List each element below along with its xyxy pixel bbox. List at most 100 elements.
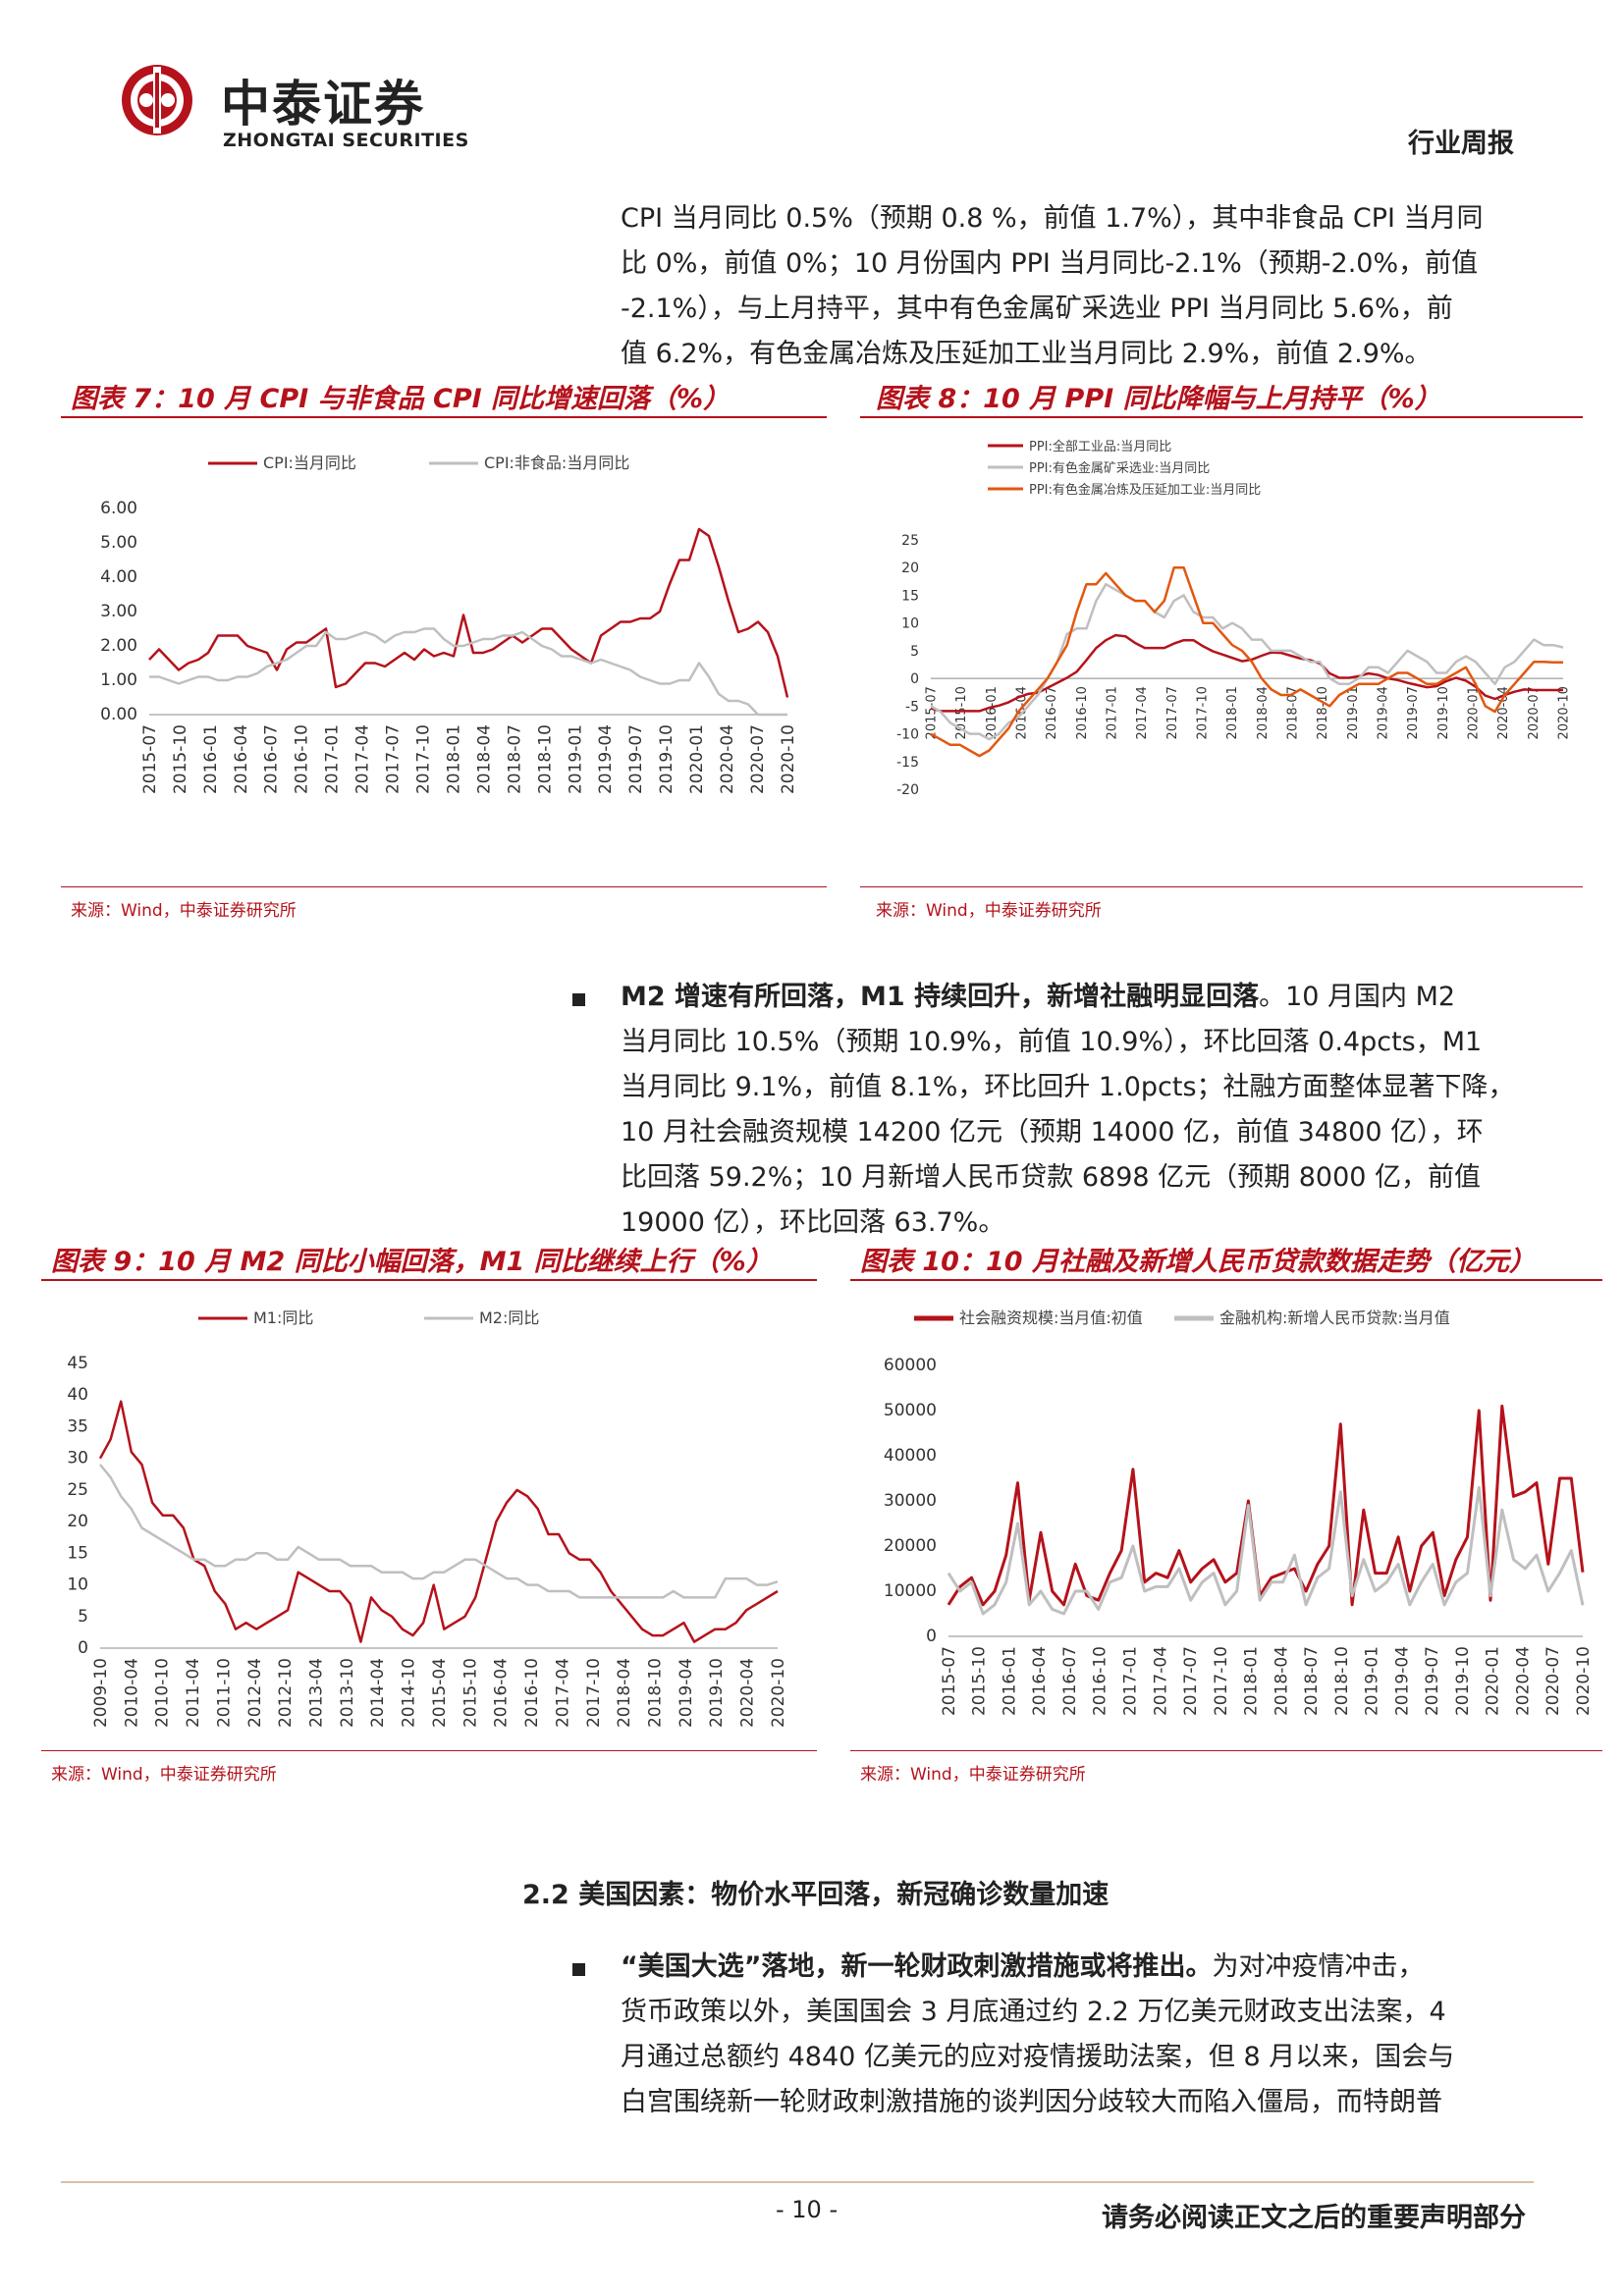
x-tick-label: 2010-10	[153, 1658, 173, 1728]
x-tick-label: 2016-10	[522, 1658, 542, 1728]
y-tick-label: 35	[67, 1416, 88, 1436]
y-tick-label: 30	[67, 1449, 88, 1468]
y-tick-label: -15	[896, 755, 919, 771]
x-tick-label: 2020-10	[779, 724, 798, 794]
para-line: 当月同比 10.5%（预期 10.9%，前值 10.9%），环比回落 0.4pc…	[621, 1027, 1483, 1057]
x-tick-label: 2019-10	[1436, 686, 1451, 739]
x-tick-label: 2017-04	[1135, 686, 1150, 739]
brand-en: ZHONGTAI SECURITIES	[223, 130, 469, 151]
x-tick-label: 2015-10	[970, 1646, 990, 1716]
x-tick-label: 2017-01	[1106, 686, 1120, 739]
para-line: 月通过总额约 4840 亿美元的应对疫情援助法案，但 8 月以来，国会与	[621, 2042, 1455, 2072]
x-tick-label: 2020-07	[1527, 686, 1542, 739]
x-tick-label: 2019-04	[596, 724, 616, 794]
fig7-top-rule	[61, 416, 827, 418]
fig8-source: 来源：Wind，中泰证券研究所	[876, 901, 1102, 921]
x-tick-label: 2017-01	[323, 724, 343, 794]
x-tick-label: 2018-07	[505, 724, 524, 794]
x-tick-label: 2017-10	[1212, 1646, 1231, 1716]
x-tick-label: 2018-10	[1332, 1646, 1352, 1716]
y-tick-label: 5	[78, 1607, 88, 1627]
legend-label: PPI:有色金属冶炼及压延加工业:当月同比	[1029, 482, 1261, 498]
fig7-source: 来源：Wind，中泰证券研究所	[71, 901, 297, 921]
x-tick-label: 2019-01	[566, 724, 585, 794]
x-tick-label: 2016-07	[262, 724, 282, 794]
x-tick-label: 2015-04	[430, 1658, 450, 1728]
x-tick-label: 2018-04	[615, 1658, 634, 1728]
para-line: 比 0%，前值 0%；10 月份国内 PPI 当月同比-2.1%（预期-2.0%…	[621, 248, 1479, 279]
fig8-top-rule	[860, 416, 1583, 418]
para-line: 19000 亿），环比回落 63.7%。	[621, 1207, 1005, 1238]
x-tick-label: 2020-01	[687, 724, 707, 794]
y-tick-label: 25	[67, 1480, 88, 1500]
x-tick-label: 2019-04	[1377, 686, 1391, 739]
brand-cn: 中泰证券	[221, 76, 425, 133]
legend-label: M2:同比	[479, 1308, 539, 1327]
x-tick-label: 2014-04	[368, 1658, 388, 1728]
x-tick-label: 2018-01	[1225, 686, 1240, 739]
y-tick-label: 1.00	[100, 670, 137, 690]
y-tick-label: 20000	[884, 1536, 937, 1556]
y-tick-label: -20	[896, 782, 919, 798]
x-tick-label: 2019-10	[657, 724, 677, 794]
para-line: CPI 当月同比 0.5%（预期 0.8 %，前值 1.7%），其中非食品 CP…	[621, 203, 1484, 234]
x-tick-label: 2019-07	[626, 724, 646, 794]
fig9-bottom-rule	[41, 1750, 817, 1751]
legend-label: PPI:全部工业品:当月同比	[1029, 439, 1171, 454]
y-tick-label: 15	[67, 1543, 88, 1563]
y-tick-label: 50000	[884, 1401, 937, 1420]
y-tick-label: -10	[896, 727, 919, 743]
x-tick-label: 2018-10	[1316, 686, 1330, 739]
x-tick-label: 2019-10	[707, 1658, 727, 1728]
x-tick-label: 2016-04	[232, 724, 251, 794]
x-tick-label: 2011-04	[184, 1658, 203, 1728]
x-tick-label: 2013-04	[306, 1658, 326, 1728]
x-tick-label: 2019-07	[1423, 1646, 1442, 1716]
y-tick-label: -5	[905, 699, 919, 715]
series-line	[947, 1404, 1585, 1607]
x-tick-label: 2017-07	[1165, 686, 1180, 739]
fig9-top-rule	[41, 1279, 817, 1281]
section-title: 2.2 美国因素：物价水平回落，新冠确诊数量加速	[522, 1880, 1110, 1910]
fig7-bottom-rule	[61, 886, 827, 887]
y-tick-label: 3.00	[100, 602, 137, 621]
x-tick-label: 2015-07	[140, 724, 160, 794]
x-tick-label: 2019-04	[1392, 1646, 1412, 1716]
legend-label: PPI:有色金属矿采选业:当月同比	[1029, 460, 1210, 476]
x-tick-label: 2017-04	[553, 1658, 572, 1728]
x-tick-label: 2017-07	[384, 724, 404, 794]
x-tick-label: 2018-04	[1256, 686, 1271, 739]
x-tick-label: 2018-04	[474, 724, 494, 794]
m2-paragraph: M2 增速有所回落，M1 持续回升，新增社融明显回落。10 月国内 M2 当月同…	[621, 975, 1524, 1246]
x-tick-label: 2017-10	[1196, 686, 1211, 739]
legend-label: CPI:当月同比	[263, 454, 356, 472]
y-tick-label: 6.00	[100, 499, 137, 518]
x-tick-label: 2017-01	[1121, 1646, 1141, 1716]
company-logo	[118, 61, 196, 139]
bullet-icon	[572, 1963, 585, 1976]
doc-type: 行业周报	[1408, 129, 1514, 159]
us-paragraph: “美国大选”落地，新一轮财政刺激措施或将推出。为对冲疫情冲击， 货币政策以外，美…	[621, 1945, 1543, 2125]
series-line	[930, 565, 1563, 758]
y-tick-label: 15	[901, 588, 919, 604]
x-tick-label: 2018-01	[444, 724, 463, 794]
legend-label: M1:同比	[253, 1308, 313, 1327]
fig9-source: 来源：Wind，中泰证券研究所	[51, 1765, 277, 1785]
y-tick-label: 25	[901, 533, 919, 549]
m2-lead: M2 增速有所回落，M1 持续回升，新增社融明显回落	[621, 982, 1260, 1012]
para-line: 白宫围绕新一轮财政刺激措施的谈判因分歧较大而陷入僵局，而特朗普	[621, 2087, 1442, 2117]
x-tick-label: 2017-10	[584, 1658, 604, 1728]
x-tick-label: 2016-01	[201, 724, 221, 794]
x-tick-label: 2019-01	[1346, 686, 1361, 739]
x-tick-label: 2018-07	[1286, 686, 1301, 739]
x-tick-label: 2015-10	[171, 724, 190, 794]
x-tick-label: 2011-10	[214, 1658, 234, 1728]
y-tick-label: 20	[901, 561, 919, 576]
logo-icon	[122, 65, 192, 135]
x-tick-label: 2015-07	[925, 686, 940, 739]
series-line	[98, 1400, 779, 1643]
fig10-source: 来源：Wind，中泰证券研究所	[860, 1765, 1086, 1785]
x-tick-label: 2016-07	[1060, 1646, 1080, 1716]
